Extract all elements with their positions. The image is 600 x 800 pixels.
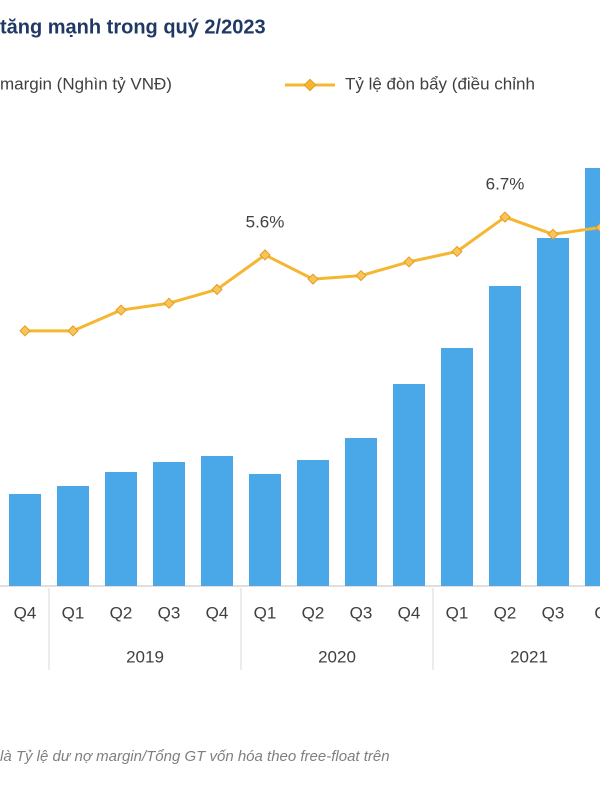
bar xyxy=(345,438,377,586)
line-marker xyxy=(163,297,175,309)
x-tick-label: Q3 xyxy=(350,603,373,622)
line-marker xyxy=(115,304,127,316)
bar xyxy=(585,168,600,586)
line-marker xyxy=(67,325,79,337)
x-tick-label: Q3 xyxy=(158,603,181,622)
bar xyxy=(489,286,521,586)
line-marker xyxy=(307,273,319,285)
data-label: 6.7% xyxy=(486,175,525,194)
line-marker xyxy=(403,256,415,268)
bar xyxy=(393,384,425,586)
group-label: 2021 xyxy=(510,647,548,666)
x-tick-label: Q1 xyxy=(62,603,85,622)
legend-label: Tỷ lệ đòn bẩy (điều chỉnh xyxy=(345,74,535,93)
line-marker xyxy=(595,221,600,234)
x-tick-label: Q4 xyxy=(206,603,229,622)
x-tick-label: Q1 xyxy=(446,603,469,622)
bar xyxy=(249,474,281,586)
line-marker xyxy=(211,283,223,296)
x-tick-label: Q3 xyxy=(542,603,565,622)
bar xyxy=(297,460,329,586)
group-label: 2020 xyxy=(318,647,356,666)
bar xyxy=(105,472,137,586)
bar xyxy=(201,456,233,586)
footnote: là Tỷ lệ dư nợ margin/Tổng GT vốn hóa th… xyxy=(0,748,390,765)
bar xyxy=(441,348,473,586)
line-marker xyxy=(547,228,559,240)
x-tick-label: Q2 xyxy=(302,603,325,622)
bar xyxy=(9,494,41,586)
x-tick-label: Q2 xyxy=(494,603,517,622)
line-marker xyxy=(19,325,31,337)
x-tick-label: Q4 xyxy=(398,603,421,622)
bar xyxy=(57,486,89,586)
legend-label: margin (Nghìn tỷ VNĐ) xyxy=(0,74,172,93)
chart-title: tăng mạnh trong quý 2/2023 xyxy=(0,16,266,38)
x-tick-label: Q xyxy=(594,603,600,622)
bar xyxy=(537,238,569,586)
line-marker xyxy=(355,269,367,282)
line-marker xyxy=(259,249,271,261)
x-tick-label: Q2 xyxy=(110,603,133,622)
line-marker xyxy=(451,245,463,258)
x-tick-label: Q4 xyxy=(14,603,37,622)
line-marker xyxy=(499,211,511,223)
bar xyxy=(153,462,185,586)
group-label: 2019 xyxy=(126,647,164,666)
x-tick-label: Q1 xyxy=(254,603,277,622)
legend-marker xyxy=(303,78,317,92)
data-label: 5.6% xyxy=(246,212,285,231)
